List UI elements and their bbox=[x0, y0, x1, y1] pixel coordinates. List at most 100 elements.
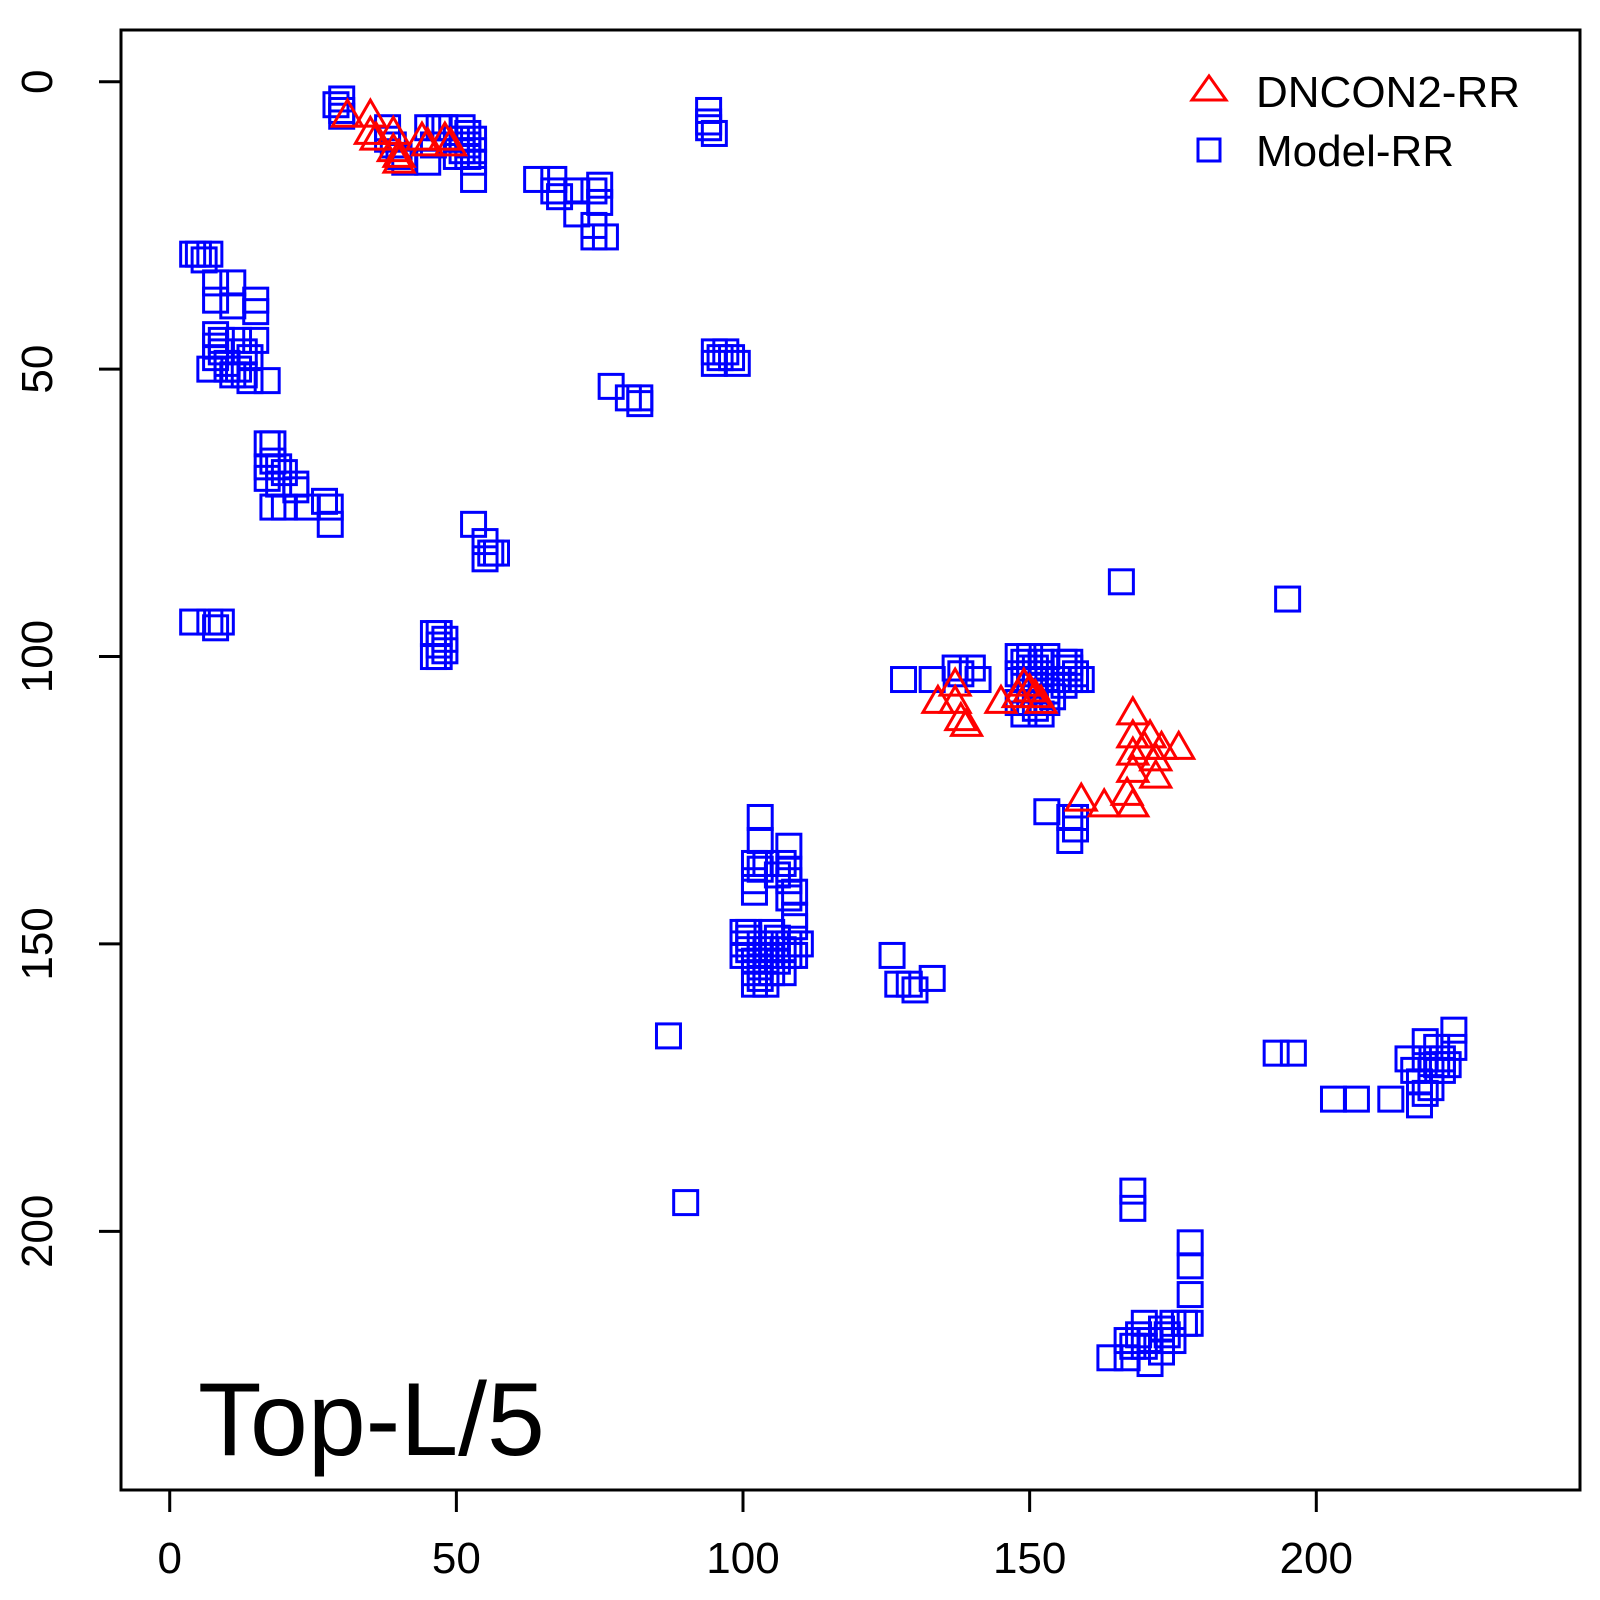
point-square bbox=[219, 292, 247, 320]
point-square bbox=[316, 510, 344, 538]
point-square bbox=[1377, 1085, 1405, 1113]
point-square bbox=[1319, 1085, 1347, 1113]
point-triangle bbox=[1115, 694, 1151, 726]
point-square bbox=[328, 102, 356, 130]
point-square bbox=[207, 326, 235, 354]
point-triangle bbox=[375, 114, 411, 145]
point-square bbox=[918, 964, 946, 992]
point-square bbox=[236, 367, 264, 395]
point-square bbox=[1176, 1252, 1204, 1280]
point-square bbox=[1279, 1039, 1307, 1067]
point-triangle bbox=[1115, 717, 1151, 749]
point-triangle bbox=[1132, 717, 1168, 749]
point-triangle bbox=[352, 114, 388, 145]
point-square bbox=[196, 240, 224, 268]
point-square bbox=[964, 666, 992, 694]
point-square bbox=[242, 298, 270, 326]
point-triangle bbox=[920, 683, 956, 714]
point-square bbox=[253, 430, 281, 458]
x-tick-label-50: 50 bbox=[432, 1534, 481, 1583]
point-square bbox=[735, 918, 763, 946]
legend-label-dncon2-rr: DNCON2-RR bbox=[1256, 68, 1520, 117]
point-triangle bbox=[1006, 666, 1042, 697]
point-square bbox=[563, 177, 591, 205]
point-square bbox=[1176, 1229, 1204, 1257]
point-square bbox=[672, 1189, 700, 1217]
point-square bbox=[626, 384, 654, 412]
legend-marker-dncon2-rr bbox=[1189, 73, 1229, 102]
point-square bbox=[225, 326, 253, 354]
axes: 0 50 100 150 200 0 50 100 150 200 bbox=[13, 28, 1582, 1583]
point-square bbox=[586, 171, 614, 199]
x-tick-label-200: 200 bbox=[1280, 1534, 1353, 1583]
point-square bbox=[460, 165, 488, 193]
point-square bbox=[482, 539, 510, 567]
point-triangle bbox=[352, 97, 388, 128]
point-square bbox=[1176, 1281, 1204, 1309]
point-square bbox=[311, 487, 339, 515]
point-square bbox=[259, 430, 287, 458]
point-square bbox=[202, 286, 230, 314]
point-square bbox=[746, 826, 774, 854]
point-square bbox=[219, 269, 247, 297]
point-square bbox=[890, 666, 918, 694]
point-square bbox=[723, 349, 751, 377]
legend-marker-model-rr bbox=[1196, 137, 1222, 163]
point-square bbox=[878, 941, 906, 969]
series-dncon2-rr bbox=[329, 97, 1197, 818]
x-tick-label-0: 0 bbox=[157, 1534, 181, 1583]
point-square bbox=[196, 355, 224, 383]
point-square bbox=[706, 344, 734, 372]
point-square bbox=[1342, 1085, 1370, 1113]
series-model-rr bbox=[179, 85, 1468, 1378]
point-square bbox=[775, 884, 803, 912]
point-triangle bbox=[1138, 758, 1174, 789]
point-square bbox=[1262, 1039, 1290, 1067]
point-square bbox=[654, 1022, 682, 1050]
point-square bbox=[460, 148, 488, 176]
point-triangle bbox=[1023, 683, 1059, 714]
point-triangle bbox=[381, 137, 417, 168]
point-triangle bbox=[1017, 677, 1053, 709]
point-triangle bbox=[1161, 729, 1197, 760]
point-triangle bbox=[404, 120, 440, 151]
point-square bbox=[769, 849, 797, 877]
point-triangle bbox=[329, 97, 366, 128]
y-tick-label-50: 50 bbox=[13, 345, 62, 394]
point-square bbox=[1096, 1344, 1124, 1372]
point-square bbox=[591, 223, 619, 251]
legend-label-model-rr: Model-RR bbox=[1256, 127, 1454, 176]
y-tick-label-0: 0 bbox=[13, 69, 62, 93]
point-triangle bbox=[1063, 781, 1099, 812]
point-square bbox=[775, 832, 803, 860]
point-square bbox=[1119, 1177, 1147, 1205]
point-square bbox=[242, 326, 270, 354]
point-square bbox=[746, 803, 774, 831]
point-triangle bbox=[1115, 735, 1151, 766]
point-triangle bbox=[427, 120, 463, 151]
point-square bbox=[1176, 1309, 1204, 1337]
y-tick-label-200: 200 bbox=[13, 1195, 62, 1268]
point-square bbox=[786, 930, 814, 958]
data-marks bbox=[179, 85, 1468, 1378]
y-tick-label-150: 150 bbox=[13, 907, 62, 980]
point-square bbox=[546, 183, 574, 211]
point-triangle bbox=[381, 143, 417, 174]
point-square bbox=[695, 114, 723, 142]
point-triangle bbox=[943, 700, 979, 732]
x-tick-label-150: 150 bbox=[993, 1534, 1066, 1583]
x-tick-label-100: 100 bbox=[706, 1534, 779, 1583]
point-square bbox=[1274, 585, 1302, 613]
point-square bbox=[316, 493, 344, 521]
point-triangle bbox=[1115, 786, 1151, 818]
point-square bbox=[918, 666, 946, 694]
point-square bbox=[179, 608, 207, 636]
point-square bbox=[202, 269, 230, 297]
point-square bbox=[253, 367, 281, 395]
point-square bbox=[947, 660, 975, 688]
point-square bbox=[1033, 798, 1061, 826]
point-square bbox=[1107, 568, 1135, 596]
point-square bbox=[740, 970, 768, 998]
point-square bbox=[282, 470, 310, 498]
